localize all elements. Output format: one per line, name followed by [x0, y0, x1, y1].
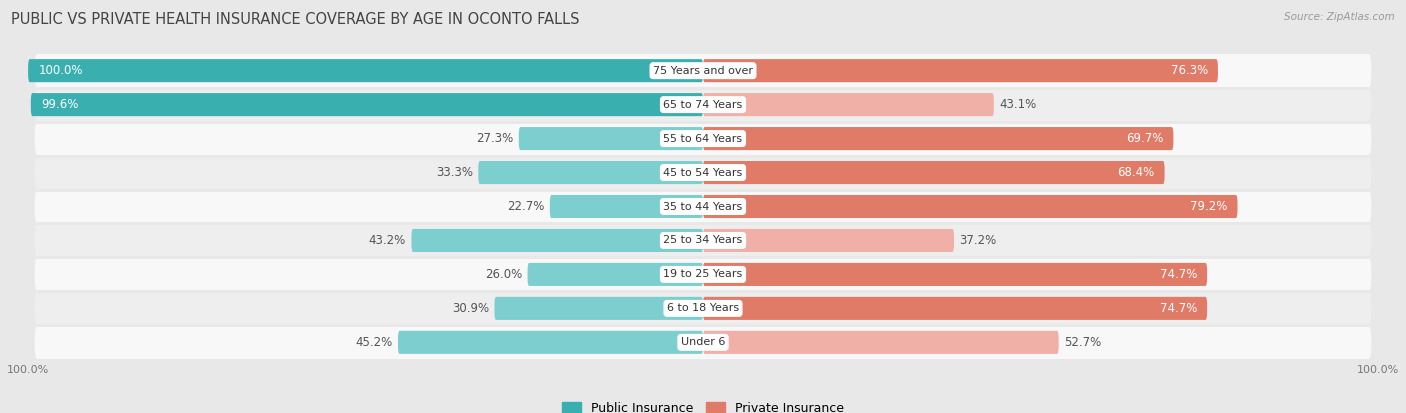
FancyBboxPatch shape [35, 257, 1371, 292]
FancyBboxPatch shape [35, 292, 1371, 325]
Text: 45.2%: 45.2% [356, 336, 392, 349]
Text: 99.6%: 99.6% [41, 98, 79, 111]
Text: 55 to 64 Years: 55 to 64 Years [664, 133, 742, 144]
Text: 45 to 54 Years: 45 to 54 Years [664, 168, 742, 178]
Text: 74.7%: 74.7% [1160, 268, 1197, 281]
Text: 69.7%: 69.7% [1126, 132, 1163, 145]
FancyBboxPatch shape [703, 93, 994, 116]
FancyBboxPatch shape [35, 190, 1371, 223]
Text: 100.0%: 100.0% [38, 64, 83, 77]
FancyBboxPatch shape [35, 121, 1371, 156]
Text: Source: ZipAtlas.com: Source: ZipAtlas.com [1284, 12, 1395, 22]
Text: 26.0%: 26.0% [485, 268, 522, 281]
Text: 30.9%: 30.9% [451, 302, 489, 315]
Text: Under 6: Under 6 [681, 337, 725, 347]
FancyBboxPatch shape [519, 127, 703, 150]
FancyBboxPatch shape [703, 161, 1164, 184]
FancyBboxPatch shape [398, 331, 703, 354]
FancyBboxPatch shape [478, 161, 703, 184]
FancyBboxPatch shape [703, 59, 1218, 82]
Text: 33.3%: 33.3% [436, 166, 472, 179]
FancyBboxPatch shape [550, 195, 703, 218]
Text: 74.7%: 74.7% [1160, 302, 1197, 315]
FancyBboxPatch shape [703, 331, 1059, 354]
FancyBboxPatch shape [495, 297, 703, 320]
FancyBboxPatch shape [703, 195, 1237, 218]
FancyBboxPatch shape [703, 263, 1208, 286]
Text: 22.7%: 22.7% [508, 200, 544, 213]
FancyBboxPatch shape [35, 325, 1371, 359]
FancyBboxPatch shape [31, 93, 703, 116]
Text: 68.4%: 68.4% [1118, 166, 1154, 179]
FancyBboxPatch shape [703, 229, 955, 252]
FancyBboxPatch shape [35, 223, 1371, 257]
FancyBboxPatch shape [412, 229, 703, 252]
FancyBboxPatch shape [703, 297, 1208, 320]
FancyBboxPatch shape [527, 263, 703, 286]
Text: 35 to 44 Years: 35 to 44 Years [664, 202, 742, 211]
FancyBboxPatch shape [703, 127, 1174, 150]
Text: 52.7%: 52.7% [1064, 336, 1101, 349]
Text: 76.3%: 76.3% [1171, 64, 1208, 77]
FancyBboxPatch shape [35, 88, 1371, 121]
Legend: Public Insurance, Private Insurance: Public Insurance, Private Insurance [557, 397, 849, 413]
Text: 43.1%: 43.1% [1000, 98, 1036, 111]
FancyBboxPatch shape [28, 59, 703, 82]
Text: 19 to 25 Years: 19 to 25 Years [664, 269, 742, 280]
Text: 75 Years and over: 75 Years and over [652, 66, 754, 76]
Text: 6 to 18 Years: 6 to 18 Years [666, 304, 740, 313]
Text: 27.3%: 27.3% [477, 132, 513, 145]
Text: 79.2%: 79.2% [1189, 200, 1227, 213]
FancyBboxPatch shape [35, 54, 1371, 88]
Text: 65 to 74 Years: 65 to 74 Years [664, 100, 742, 109]
Text: 37.2%: 37.2% [959, 234, 997, 247]
FancyBboxPatch shape [35, 156, 1371, 190]
Text: 25 to 34 Years: 25 to 34 Years [664, 235, 742, 245]
Text: 43.2%: 43.2% [368, 234, 406, 247]
Text: PUBLIC VS PRIVATE HEALTH INSURANCE COVERAGE BY AGE IN OCONTO FALLS: PUBLIC VS PRIVATE HEALTH INSURANCE COVER… [11, 12, 579, 27]
